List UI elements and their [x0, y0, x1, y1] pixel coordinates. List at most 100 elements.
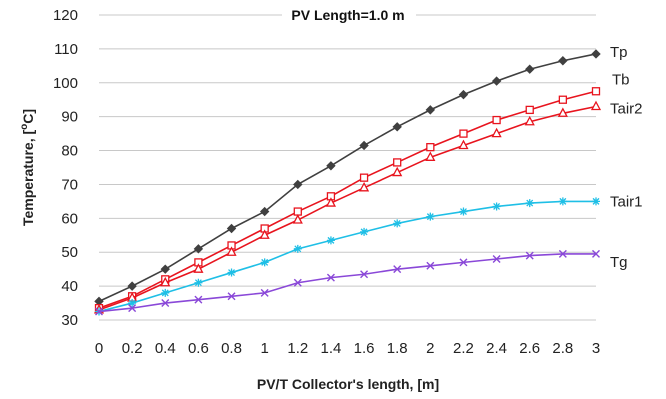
- y-axis-title-unit: C]: [20, 109, 36, 124]
- data-point: [326, 236, 335, 245]
- y-tick-label: 100: [53, 75, 78, 92]
- x-tick-label: 2.6: [519, 340, 540, 357]
- data-point: [260, 288, 269, 297]
- data-point: [392, 166, 403, 177]
- x-tick-label: 2.8: [552, 340, 573, 357]
- data-point: [459, 258, 468, 267]
- y-tick-label: 70: [61, 176, 78, 193]
- data-point: [557, 107, 568, 117]
- x-tick-label: 0.4: [155, 340, 176, 357]
- data-point: [458, 89, 469, 100]
- data-point: [459, 207, 468, 216]
- y-tick-label: 120: [53, 7, 78, 24]
- x-tick-label: 0: [95, 340, 103, 357]
- data-point: [293, 207, 302, 216]
- data-point: [161, 288, 170, 297]
- data-point: [491, 127, 502, 138]
- data-point: [292, 214, 303, 224]
- x-tick-label: 2: [426, 340, 434, 357]
- data-point: [459, 129, 468, 138]
- data-point: [425, 105, 436, 115]
- data-point: [591, 87, 601, 96]
- data-point: [525, 105, 534, 115]
- data-point: [492, 255, 501, 263]
- y-axis-title: Temperature, [oC]: [19, 109, 36, 226]
- data-point: [359, 173, 369, 182]
- data-point: [426, 212, 435, 221]
- series-label-tair1: Tair1: [610, 193, 643, 210]
- x-axis-title: PV/T Collector's length, [m]: [257, 376, 439, 392]
- series-tair2: [93, 100, 602, 314]
- data-point: [293, 244, 302, 253]
- data-point: [325, 197, 337, 207]
- series-line: [98, 90, 597, 309]
- data-point: [360, 227, 369, 236]
- data-point: [193, 244, 204, 254]
- chart-title-background: [282, 6, 416, 26]
- data-point: [326, 273, 335, 282]
- data-point: [458, 139, 469, 150]
- x-tick-label: 3: [592, 340, 600, 357]
- data-point: [425, 151, 436, 161]
- x-tick-label: 1.8: [387, 340, 408, 357]
- data-point: [227, 268, 236, 277]
- data-point: [558, 249, 567, 258]
- y-tick-label: 60: [61, 210, 78, 227]
- y-tick-label: 50: [61, 244, 78, 261]
- data-point: [127, 281, 137, 291]
- data-point: [492, 115, 501, 125]
- data-point: [194, 278, 203, 287]
- data-point: [194, 295, 203, 304]
- x-tick-label: 1.6: [354, 340, 375, 357]
- series-label-tg: Tg: [610, 254, 628, 271]
- data-point: [160, 276, 171, 287]
- data-point: [426, 143, 435, 152]
- data-point: [558, 56, 568, 66]
- data-point: [193, 263, 204, 273]
- data-point: [160, 264, 170, 274]
- data-point: [592, 249, 600, 258]
- series-line: [98, 200, 596, 313]
- x-tick-label: 0.2: [122, 340, 143, 357]
- series-tb: [94, 87, 601, 313]
- data-point: [525, 251, 534, 260]
- data-point: [226, 246, 237, 256]
- x-axis-ticks: 0 0.2 0.4 0.6 0.8 1 1.2 1.4 1.6 1.8 2 2.2 2.4 2.6 2.8 3: [95, 340, 600, 357]
- series-label-tp: Tp: [610, 44, 628, 61]
- data-point: [360, 270, 369, 279]
- x-tick-label: 0.6: [188, 340, 209, 357]
- x-tick-label: 0.8: [221, 340, 242, 357]
- data-point: [293, 179, 303, 190]
- series-tg: [95, 249, 600, 316]
- data-point: [226, 223, 237, 234]
- data-point: [426, 261, 435, 270]
- series-label-tb: Tb: [612, 71, 630, 88]
- y-axis-title-main: Temperature, [: [20, 130, 36, 227]
- data-point: [492, 202, 501, 211]
- x-tick-label: 1.2: [287, 340, 308, 357]
- data-point: [227, 292, 236, 301]
- chart-title: PV Length=1.0 m: [291, 7, 404, 23]
- y-tick-label: 90: [61, 109, 78, 126]
- series-label-tair2: Tair2: [610, 101, 643, 118]
- data-point: [161, 299, 170, 308]
- data-point: [525, 64, 535, 74]
- y-tick-label: 30: [61, 312, 78, 329]
- x-tick-label: 1.4: [321, 340, 342, 357]
- data-point: [592, 197, 600, 206]
- data-point: [260, 258, 269, 267]
- y-tick-label: 110: [54, 41, 78, 58]
- data-point: [293, 278, 302, 287]
- series-line: [98, 105, 597, 311]
- y-axis-ticks: 30 40 50 60 70 80 90 100 110 120: [53, 7, 78, 329]
- series-line: [98, 253, 596, 313]
- data-point: [525, 199, 534, 208]
- data-point: [558, 197, 567, 206]
- data-point: [128, 299, 137, 308]
- y-axis-title-superscript: o: [19, 124, 30, 130]
- series-layer: [93, 49, 602, 316]
- data-point: [358, 181, 370, 192]
- y-tick-label: 80: [61, 143, 78, 160]
